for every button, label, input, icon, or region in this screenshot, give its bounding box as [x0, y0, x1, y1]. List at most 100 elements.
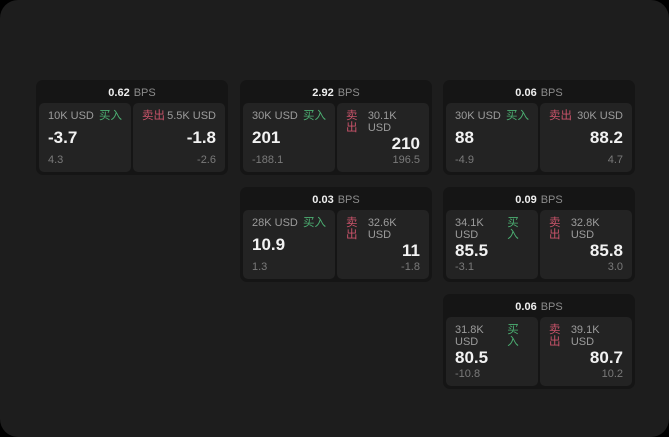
bps-unit-label: BPS	[133, 87, 156, 99]
buy-panel-top: 10K USD 买入	[48, 110, 122, 122]
spread-value: 2.92	[312, 87, 334, 99]
buy-change: -4.9	[455, 154, 474, 166]
buy-price: 80.5	[455, 348, 489, 367]
buy-price: -3.7	[48, 128, 78, 147]
sell-change: 196.5	[392, 154, 420, 166]
sell-change: -1.8	[401, 261, 420, 273]
buy-notional: 28K USD	[252, 217, 298, 229]
sell-price: 85.8	[589, 241, 623, 260]
buy-panel-top: 30K USD 买入	[252, 110, 326, 122]
sell-panel[interactable]: 卖出 32.6K USD 11 -1.8	[337, 210, 429, 279]
buy-change: -188.1	[252, 154, 284, 166]
quote-body: 10K USD 买入 -3.7 4.3 卖出 5.5K USD -1.8 -2.…	[39, 103, 225, 172]
sell-price: 210	[391, 134, 420, 153]
bps-unit-label: BPS	[540, 87, 563, 99]
sell-price: -1.8	[186, 128, 216, 147]
buy-panel-top: 28K USD 买入	[252, 217, 326, 229]
sell-panel[interactable]: 卖出 30.1K USD 210 196.5	[337, 103, 429, 172]
sell-panel-top: 卖出 39.1K USD	[549, 324, 623, 348]
sell-change: -2.6	[197, 154, 216, 166]
spread-header: 0.03 BPS	[243, 190, 429, 210]
sell-panel-top: 卖出 32.6K USD	[346, 217, 420, 241]
sell-panel[interactable]: 卖出 32.8K USD 85.8 3.0	[540, 210, 632, 279]
bps-unit-label: BPS	[540, 194, 563, 206]
sell-side-label: 卖出	[549, 217, 561, 241]
spread-value: 0.09	[515, 194, 537, 206]
buy-panel[interactable]: 30K USD 买入 201 -188.1	[243, 103, 335, 172]
sell-panel-top: 卖出 30.1K USD	[346, 110, 420, 134]
buy-notional: 34.1K USD	[455, 217, 484, 241]
buy-panel[interactable]: 34.1K USD 买入 85.5 -3.1	[446, 210, 538, 279]
sell-panel[interactable]: 卖出 39.1K USD 80.7 10.2	[540, 317, 632, 386]
sell-notional: 5.5K USD	[167, 110, 216, 122]
sell-side-label: 卖出	[346, 217, 358, 241]
buy-price: 88	[455, 128, 474, 147]
sell-notional: 30.1K USD	[367, 110, 397, 134]
sell-price: 80.7	[589, 348, 623, 367]
buy-notional: 30K USD	[455, 110, 501, 122]
sell-change: 4.7	[607, 154, 623, 166]
sell-side-label: 卖出	[549, 110, 572, 122]
buy-panel-top: 31.8K USD 买入	[455, 324, 529, 348]
quote-body: 31.8K USD 买入 80.5 -10.8 卖出 39.1K USD 80.…	[446, 317, 632, 386]
buy-side-label: 买入	[507, 217, 519, 241]
buy-price: 10.9	[252, 235, 286, 254]
quote-card: 2.92 BPS 30K USD 买入 201 -188.1 卖出 30.1K …	[240, 80, 432, 175]
sell-notional: 32.8K USD	[570, 217, 600, 241]
spread-header: 0.06 BPS	[446, 297, 632, 317]
quote-body: 30K USD 买入 201 -188.1 卖出 30.1K USD 210 1…	[243, 103, 429, 172]
spread-value: 0.06	[515, 87, 537, 99]
buy-panel[interactable]: 10K USD 买入 -3.7 4.3	[39, 103, 131, 172]
sell-notional: 30K USD	[577, 110, 623, 122]
sell-price: 11	[402, 241, 420, 260]
sell-panel[interactable]: 卖出 5.5K USD -1.8 -2.6	[133, 103, 225, 172]
quote-card: 0.06 BPS 31.8K USD 买入 80.5 -10.8 卖出 39.1…	[443, 294, 635, 389]
quote-body: 28K USD 买入 10.9 1.3 卖出 32.6K USD 11 -1.8	[243, 210, 429, 279]
buy-panel-top: 34.1K USD 买入	[455, 217, 529, 241]
buy-panel-top: 30K USD 买入	[455, 110, 529, 122]
spread-value: 0.03	[312, 194, 334, 206]
buy-side-label: 买入	[303, 217, 326, 229]
buy-price: 201	[252, 128, 281, 147]
buy-side-label: 买入	[507, 324, 519, 348]
sell-change: 3.0	[607, 261, 623, 273]
buy-notional: 31.8K USD	[455, 324, 484, 348]
buy-panel[interactable]: 28K USD 买入 10.9 1.3	[243, 210, 335, 279]
sell-price: 88.2	[589, 128, 623, 147]
sell-panel-top: 卖出 32.8K USD	[549, 217, 623, 241]
spread-header: 2.92 BPS	[243, 83, 429, 103]
sell-side-label: 卖出	[549, 324, 561, 348]
buy-side-label: 买入	[303, 110, 326, 122]
buy-notional: 10K USD	[48, 110, 94, 122]
spread-header: 0.06 BPS	[446, 83, 632, 103]
buy-side-label: 买入	[99, 110, 122, 122]
sell-panel-top: 卖出 30K USD	[549, 110, 623, 122]
quote-card: 0.06 BPS 30K USD 买入 88 -4.9 卖出 30K USD 8…	[443, 80, 635, 175]
buy-price: 85.5	[455, 241, 489, 260]
sell-change: 10.2	[601, 368, 623, 380]
buy-panel[interactable]: 31.8K USD 买入 80.5 -10.8	[446, 317, 538, 386]
spread-header: 0.62 BPS	[39, 83, 225, 103]
buy-change: 1.3	[252, 261, 268, 273]
sell-notional: 39.1K USD	[570, 324, 600, 348]
sell-side-label: 卖出	[142, 110, 165, 122]
buy-change: 4.3	[48, 154, 64, 166]
spread-value: 0.06	[515, 301, 537, 313]
quote-body: 34.1K USD 买入 85.5 -3.1 卖出 32.8K USD 85.8…	[446, 210, 632, 279]
buy-change: -10.8	[455, 368, 481, 380]
buy-panel[interactable]: 30K USD 买入 88 -4.9	[446, 103, 538, 172]
buy-change: -3.1	[455, 261, 474, 273]
quote-card: 0.09 BPS 34.1K USD 买入 85.5 -3.1 卖出 32.8K…	[443, 187, 635, 282]
sell-panel-top: 卖出 5.5K USD	[142, 110, 216, 122]
buy-side-label: 买入	[506, 110, 529, 122]
quote-card: 0.03 BPS 28K USD 买入 10.9 1.3 卖出 32.6K US…	[240, 187, 432, 282]
bps-unit-label: BPS	[540, 301, 563, 313]
sell-side-label: 卖出	[346, 110, 358, 134]
quote-body: 30K USD 买入 88 -4.9 卖出 30K USD 88.2 4.7	[446, 103, 632, 172]
bps-unit-label: BPS	[337, 87, 360, 99]
spread-value: 0.62	[108, 87, 130, 99]
buy-notional: 30K USD	[252, 110, 298, 122]
bps-unit-label: BPS	[337, 194, 360, 206]
sell-panel[interactable]: 卖出 30K USD 88.2 4.7	[540, 103, 632, 172]
